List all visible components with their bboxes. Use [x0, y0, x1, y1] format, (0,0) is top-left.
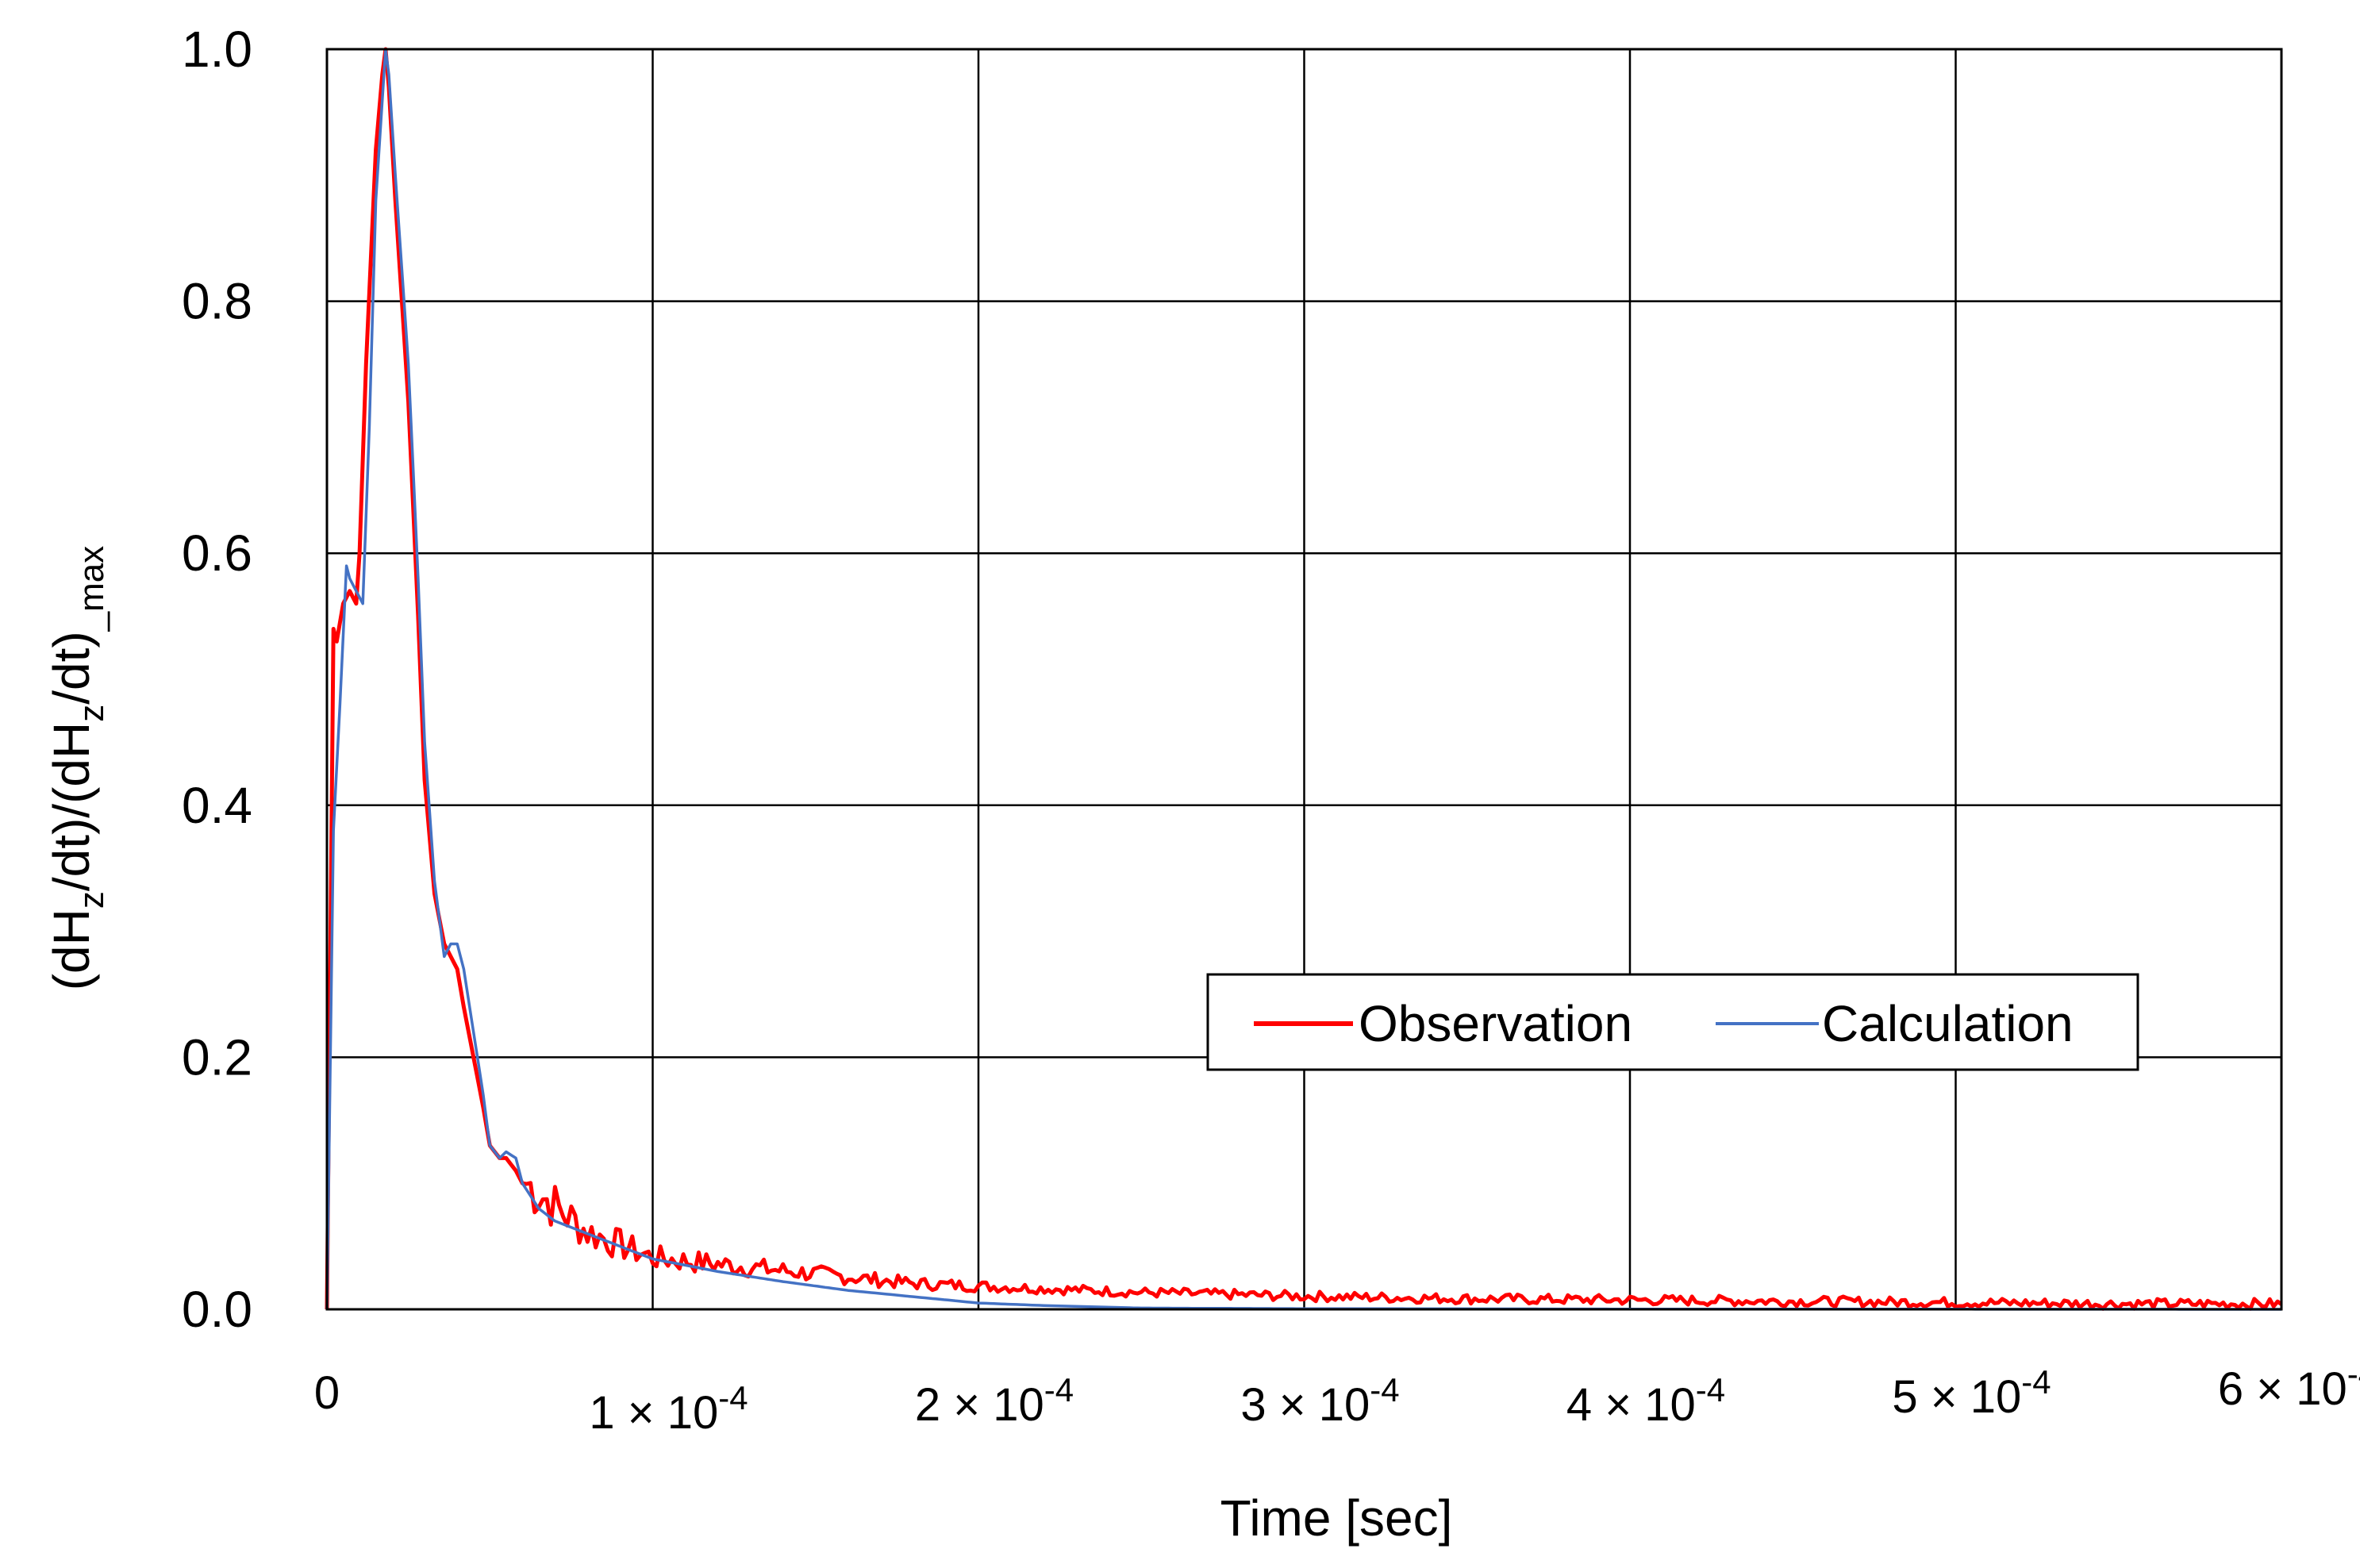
- plot-frame: [325, 48, 2283, 1311]
- y-axis-label-sub3: _max: [72, 546, 111, 632]
- y-axis-label-end: /dt): [43, 631, 100, 704]
- y-axis-label-mid: /dt)/(dH: [43, 722, 100, 891]
- legend: Observation Calculation: [1206, 973, 2139, 1071]
- y-tick-label: 0.6: [182, 525, 252, 582]
- y-tick-label: 0.0: [182, 1281, 252, 1338]
- y-tick-label: 0.4: [182, 777, 252, 834]
- x-tick-label: 6 × 10-4: [2218, 1355, 2360, 1415]
- x-tick-label: 5 × 10-4: [1892, 1363, 2051, 1423]
- y-tick-label: 1.0: [182, 21, 252, 78]
- x-tick-label: 3 × 10-4: [1240, 1371, 1399, 1431]
- series-line-observation: [325, 47, 2283, 1311]
- x-tick-label: 0: [314, 1367, 340, 1419]
- y-axis-label-main: (dH: [43, 909, 100, 990]
- x-axis-label: Time [sec]: [1220, 1489, 1453, 1547]
- x-tick-label: 4 × 10-4: [1566, 1371, 1725, 1431]
- legend-box: [1206, 973, 2139, 1071]
- y-axis-label-sub1: z: [72, 891, 111, 909]
- x-tick-label: 1 × 10-4: [589, 1379, 748, 1439]
- y-tick-label: 0.8: [182, 273, 252, 330]
- y-axis-label-sub2: z: [72, 705, 111, 722]
- legend-label-calculation: Calculation: [1822, 995, 2074, 1052]
- y-tick-label: 0.2: [182, 1028, 252, 1086]
- y-axis-label: (dHz/dt)/(dHz/dt)_max: [43, 546, 111, 991]
- x-tick-label: 2 × 10-4: [915, 1371, 1074, 1431]
- legend-label-observation: Observation: [1359, 995, 1632, 1052]
- y-tick-labels: 0.0 0.2 0.4 0.6 0.8 1.0: [182, 21, 252, 1338]
- x-tick-labels: 0 1 × 10-4 2 × 10-4 3 × 10-4 4 × 10-4 5 × 10-…: [314, 1355, 2360, 1439]
